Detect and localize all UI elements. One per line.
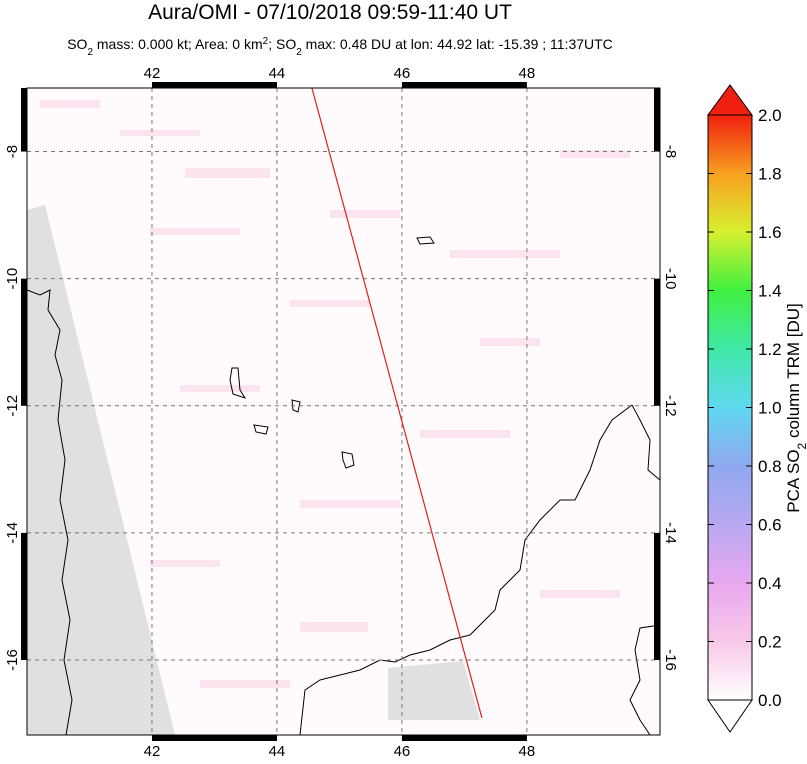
colorbar-tick-label: 0.2 xyxy=(758,633,782,652)
y-tick-label: -16 xyxy=(662,649,679,671)
colorbar-label: PCA SO2 column TRM [DU] xyxy=(784,303,807,513)
subtitle-part: 2 xyxy=(296,47,302,58)
grid xyxy=(27,88,660,735)
colorbar-label-part: 2 xyxy=(795,442,807,449)
colorbar-tick-label: 1.0 xyxy=(758,399,782,418)
subtitle-part: ; SO xyxy=(268,36,296,52)
frame-bar xyxy=(21,278,27,406)
colorbar-tick-label: 0.8 xyxy=(758,457,782,476)
y-tick-label: -10 xyxy=(662,268,679,290)
x-tick-label: 48 xyxy=(519,65,536,82)
y-tick-label: -8 xyxy=(4,145,21,158)
subtitle-part: 2 xyxy=(263,36,269,47)
frame-bar xyxy=(151,82,277,88)
x-tick-label: 44 xyxy=(269,743,286,759)
frame-bar xyxy=(21,532,27,661)
subtitle: SO2 mass: 0.000 kt; Area: 0 km2; SO2 max… xyxy=(67,36,613,58)
frame-bar xyxy=(21,88,27,152)
swath xyxy=(311,87,483,718)
colorbar-tick-label: 2.0 xyxy=(758,106,782,125)
colorbar-label-part: column TRM [DU] xyxy=(784,303,803,443)
x-tick-label: 44 xyxy=(269,65,286,82)
frame-bar xyxy=(654,532,660,661)
y-tick-label: -14 xyxy=(4,522,21,544)
colorbar-tick-label: 0.6 xyxy=(758,516,782,535)
subtitle-part: max: 0.48 DU at lon: 44.92 lat: -15.39 ;… xyxy=(302,36,613,52)
frame-bar xyxy=(401,82,527,88)
coastlines xyxy=(26,236,661,736)
y-tick-label: -10 xyxy=(4,268,21,290)
subtitle-part: 2 xyxy=(87,47,93,58)
x-tick-label: 42 xyxy=(144,743,161,759)
colorbar-max-arrow xyxy=(707,84,753,116)
y-tick-label: -14 xyxy=(662,522,679,544)
y-tick-label: -8 xyxy=(662,145,679,158)
frame-bar xyxy=(654,278,660,406)
x-tick-label: 42 xyxy=(144,65,161,82)
chart-title: Aura/OMI - 07/10/2018 09:59-11:40 UT xyxy=(148,1,512,24)
colorbar-tick-label: 0.0 xyxy=(758,691,782,710)
y-tick-label: -12 xyxy=(662,395,679,417)
subtitle-part: SO xyxy=(67,36,87,52)
x-tick-label: 46 xyxy=(394,65,411,82)
colorbar-tick-label: 0.4 xyxy=(758,574,782,593)
x-tick-label: 48 xyxy=(519,743,536,759)
swath-line xyxy=(311,87,483,718)
colorbar-tick-label: 1.4 xyxy=(758,282,782,301)
frame: 42 42 44 44 46 46 48 48 -8 -8 -10 -10 -12 -12 -14 -14 -1… xyxy=(4,65,679,760)
colorbar-label-part: PCA SO xyxy=(784,449,803,512)
background-stripes xyxy=(40,100,630,688)
colorbar-min-arrow xyxy=(707,699,753,733)
colorbar-tick-label: 1.2 xyxy=(758,340,782,359)
colorbar-tick-label: 1.8 xyxy=(758,165,782,184)
frame-bar xyxy=(401,735,527,741)
colorbar-body xyxy=(707,114,753,701)
subtitle-part: mass: 0.000 kt; Area: 0 km xyxy=(93,36,263,52)
colorbar: 0.0 0.2 0.4 0.6 0.8 1.0 1.2 1.4 1.6 1.8 2.0 PCA SO2… xyxy=(707,84,807,733)
colorbar-tick-label: 1.6 xyxy=(758,223,782,242)
frame-bar xyxy=(151,735,277,741)
y-tick-label: -16 xyxy=(4,649,21,671)
frame-bar xyxy=(654,88,660,152)
x-tick-label: 46 xyxy=(394,743,411,759)
y-tick-label: -12 xyxy=(4,395,21,417)
map-border xyxy=(26,87,661,736)
no-data-areas xyxy=(27,205,480,735)
